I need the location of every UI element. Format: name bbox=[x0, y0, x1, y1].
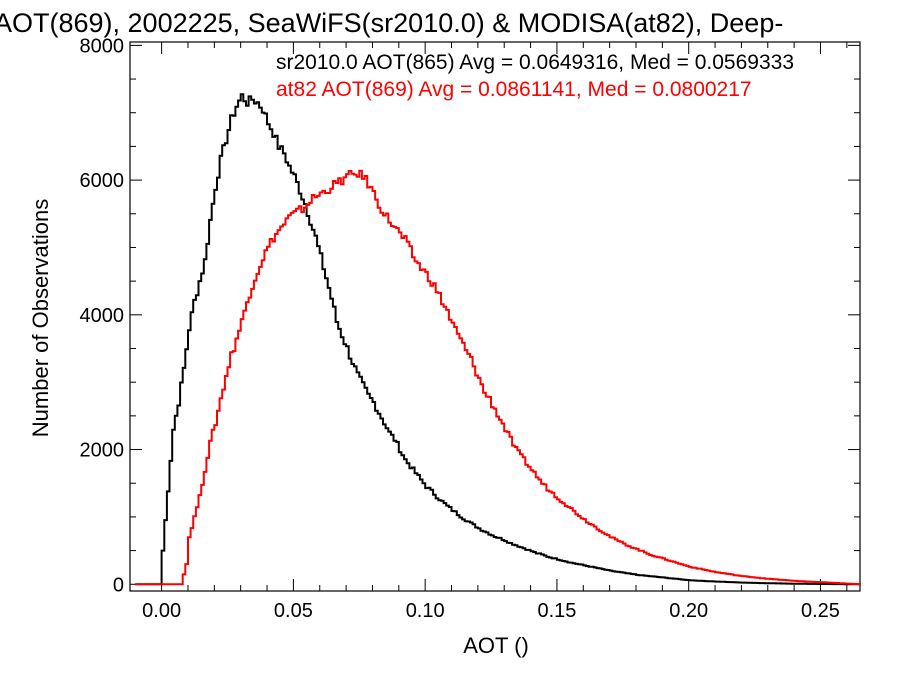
y-tick-label: 4000 bbox=[80, 305, 125, 327]
x-axis-label: AOT () bbox=[463, 633, 529, 658]
legend-entry-at82: at82 AOT(869) Avg = 0.0861141, Med = 0.0… bbox=[276, 78, 752, 101]
y-tick-label: 6000 bbox=[80, 170, 125, 192]
plot-frame bbox=[129, 41, 861, 592]
x-tick-label: 0.15 bbox=[537, 600, 576, 622]
legend-entry-sr2010: sr2010.0 AOT(865) Avg = 0.0649316, Med =… bbox=[276, 51, 794, 74]
y-tick-label: 2000 bbox=[80, 440, 125, 462]
x-tick-label: 0.05 bbox=[274, 600, 313, 622]
chart-title: AOT(869), 2002225, SeaWiFS(sr2010.0) & M… bbox=[0, 8, 783, 38]
series-sr2010-line bbox=[135, 93, 861, 586]
y-tick-label: 8000 bbox=[80, 35, 125, 57]
y-axis-label: Number of Observations bbox=[28, 199, 53, 437]
x-tick-label: 0.00 bbox=[142, 600, 181, 622]
x-tick-label: 0.25 bbox=[801, 600, 840, 622]
x-tick-label: 0.10 bbox=[406, 600, 445, 622]
y-tick-label: 0 bbox=[113, 574, 124, 596]
x-tick-label: 0.20 bbox=[669, 600, 708, 622]
series-at82-line bbox=[135, 169, 861, 586]
